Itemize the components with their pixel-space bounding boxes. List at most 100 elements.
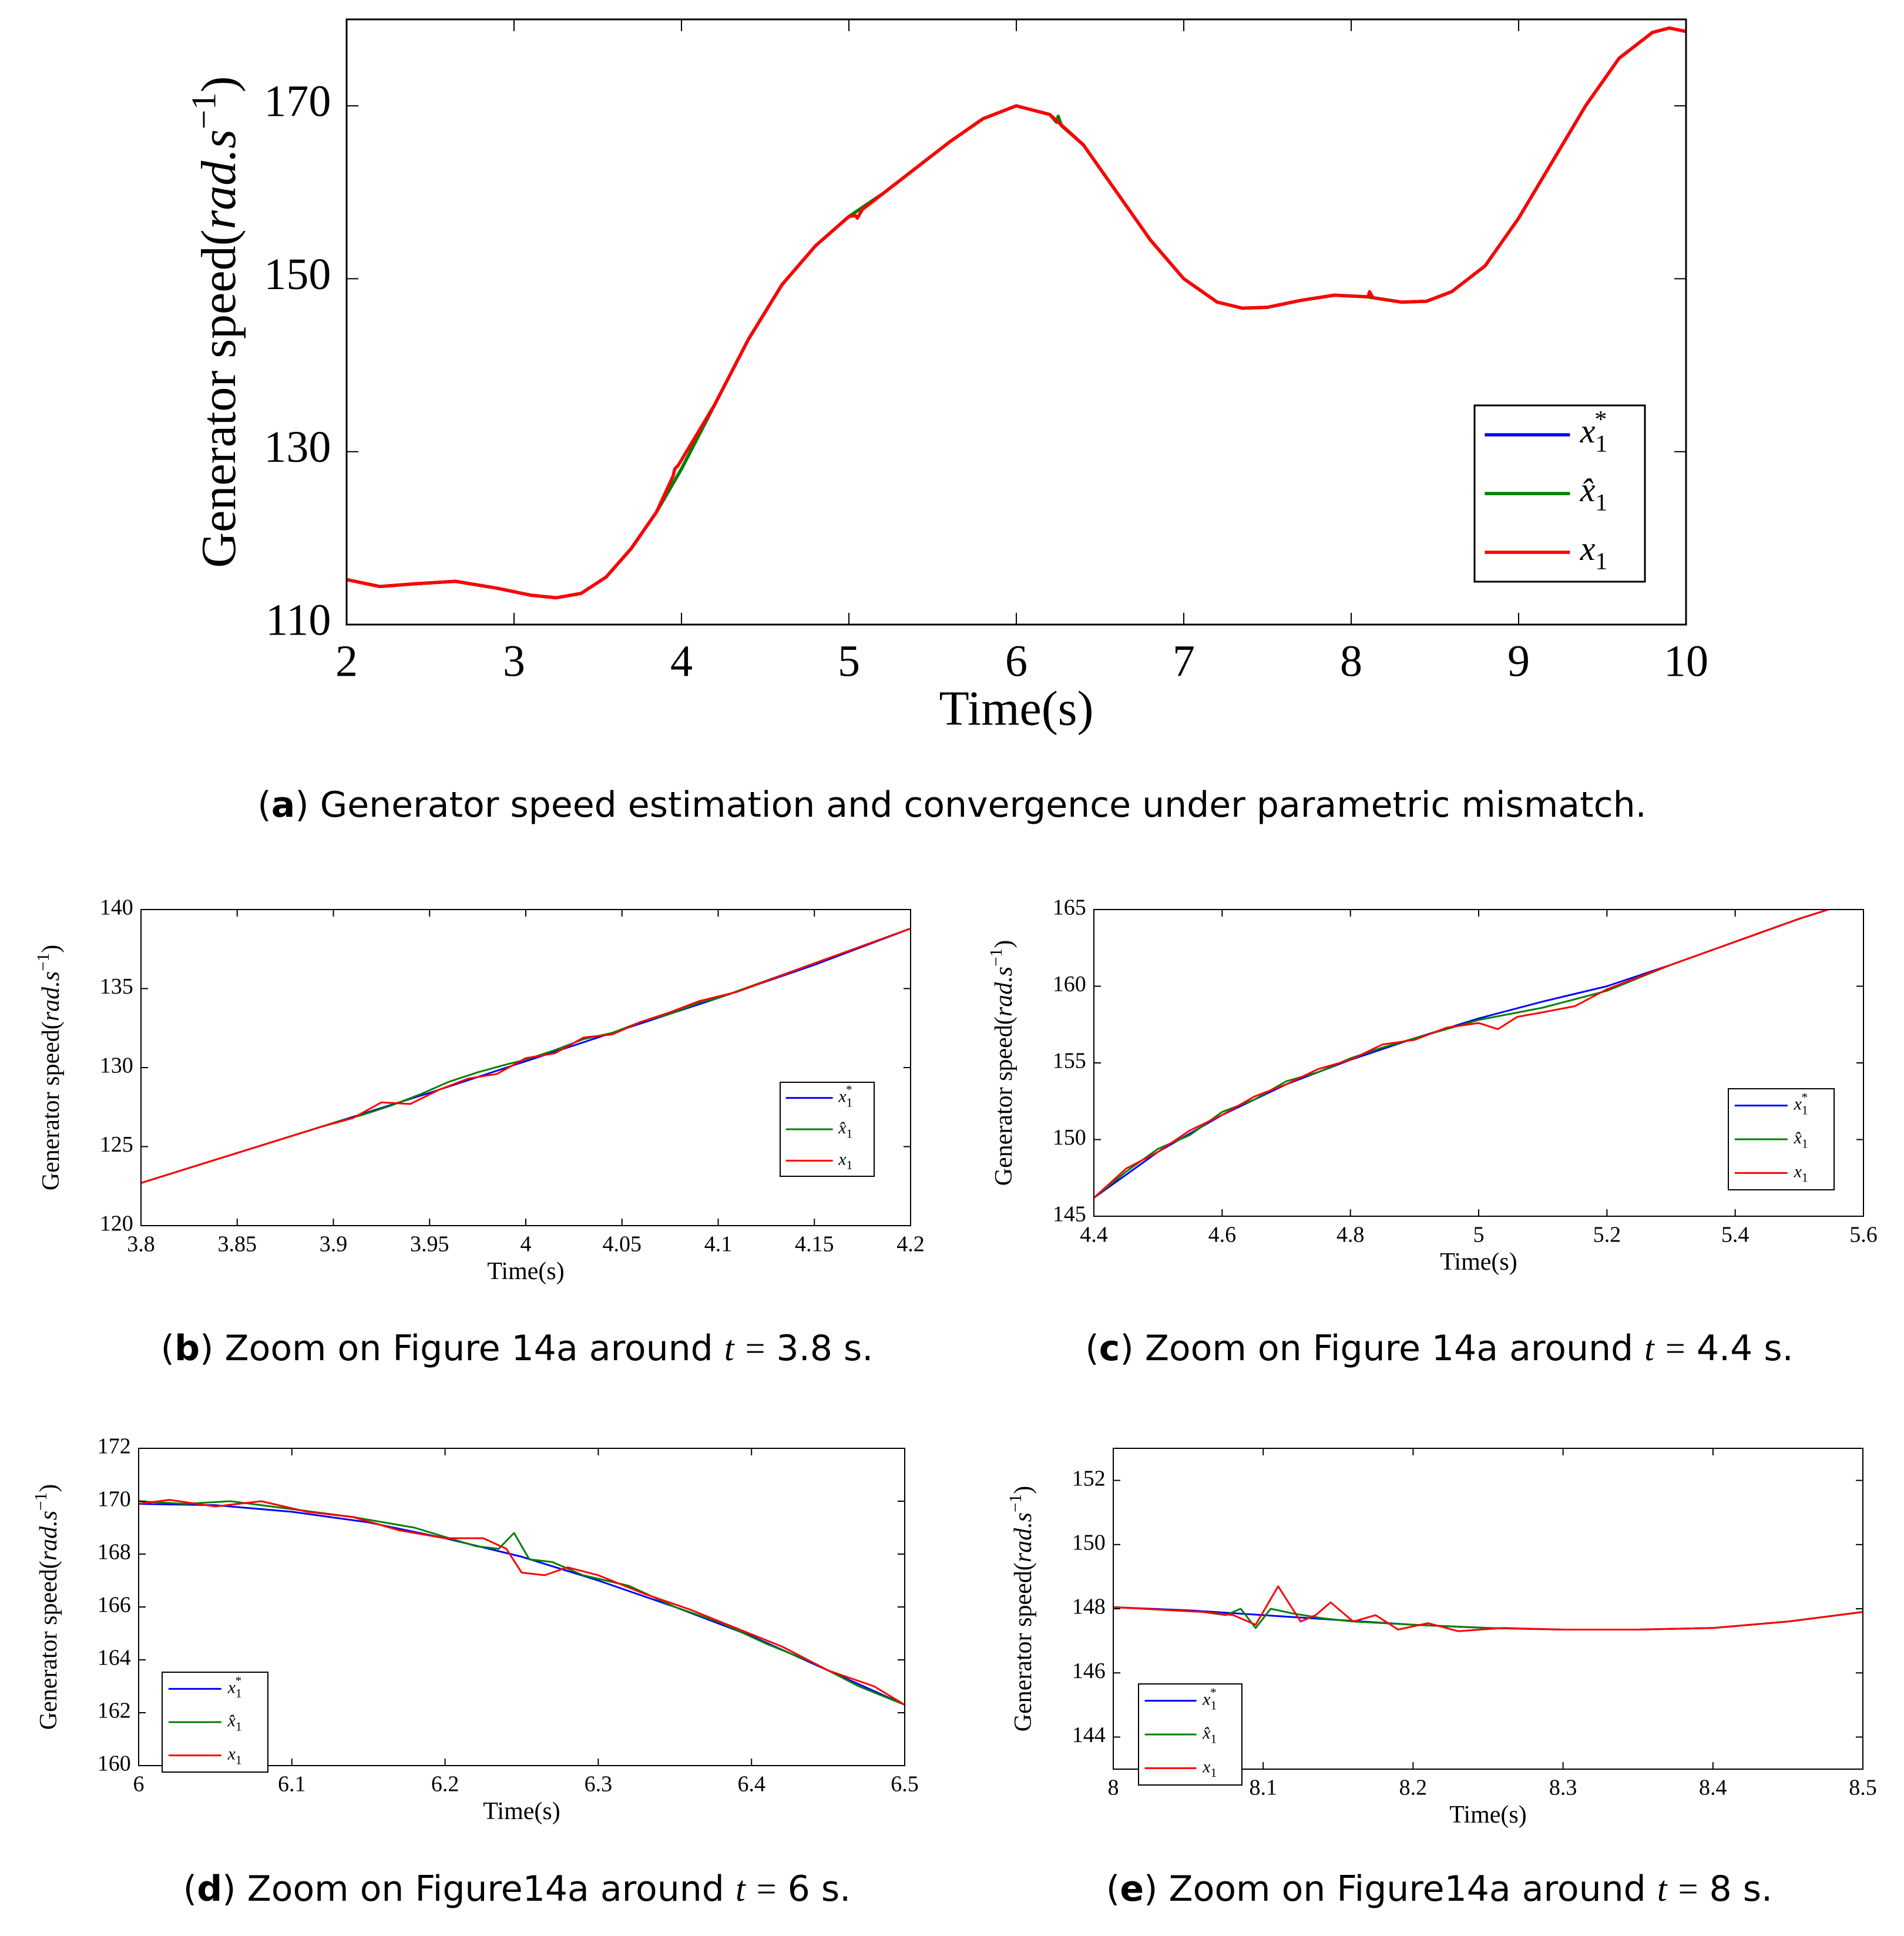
y-tick-label: 150 [1072,1531,1106,1555]
y-axis-label-close: ) [1010,1486,1037,1494]
plot-area [141,910,911,1226]
series-line-act [1094,910,1831,1199]
legend-subscript: 1 [1210,1732,1217,1746]
x-tick-label: 6 [133,1772,145,1797]
legend-subscript: 1 [1210,1698,1217,1712]
legend: x1*x̂1x1 [162,1672,268,1773]
y-tick-label: 135 [100,974,133,999]
legend-label-est: x̂1 [227,1711,242,1734]
x-tick-label: 4.2 [896,1232,925,1257]
legend-superscript: * [1594,405,1607,432]
caption-b-value: 3.8 s. [776,1328,874,1369]
x-tick-label: 5 [1473,1223,1485,1247]
legend-var: x [1202,1690,1211,1709]
y-axis-label: Generator speed(rad.s−1) [1006,1486,1037,1732]
x-tick-label: 6.5 [891,1772,919,1797]
legend-superscript: * [235,1673,241,1687]
legend-subscript: 1 [1596,548,1608,575]
caption-a: (a) Generator speed estimation and conve… [257,784,1647,826]
legend-var: x [838,1149,847,1169]
y-tick-label: 145 [1053,1202,1086,1227]
y-axis-label: Generator speed(rad.s−1) [34,945,65,1191]
legend: x1*x̂1x1 [780,1082,875,1177]
x-axis-label: Time(s) [487,1258,564,1285]
chart-panel-b: 3.8 3.85 3.9 3.95 4 4.05 4.1 4.15 4.2 120 125 130 13… [34,895,925,1285]
y-tick-label: 166 [98,1593,131,1618]
y-tick-label: 150 [1053,1125,1086,1150]
caption-d-var: t [735,1870,746,1908]
caption-d-text: Zoom on Figure14a around [247,1868,724,1910]
x-tick-label: 4.4 [1080,1223,1108,1247]
y-tick-label: 130 [100,1053,133,1078]
y-axis-label-text: Generator speed( [1010,1562,1037,1732]
legend-subscript: 1 [1596,489,1608,516]
y-tick-label: 165 [1053,895,1086,920]
x-tick-label: 2 [335,636,358,686]
y-axis-label-unit: rad.s [35,1511,62,1561]
y-tick-label: 155 [1053,1049,1086,1073]
legend-label-ref: x1* [1794,1091,1808,1118]
legend-var: x [1202,1757,1211,1776]
legend-label-est: x̂1 [1202,1723,1217,1746]
y-tick-label: 160 [1053,972,1086,996]
x-tick-label: 3.9 [320,1232,348,1257]
x-tick-label: 7 [1173,636,1195,686]
x-tick-label: 8 [1108,1776,1119,1800]
y-tick-label: 130 [264,422,331,472]
y-axis-label-exponent: −1 [1006,1494,1025,1512]
legend-subscript: 1 [847,1095,853,1109]
caption-c-op: = [1665,1329,1685,1368]
y-axis-label: Generator speed(rad.s−1) [987,940,1018,1186]
legend-label-ref: x1* [1202,1686,1217,1713]
y-tick-label: 160 [98,1752,131,1776]
x-axis-label: Time(s) [939,681,1094,736]
x-tick-label: 8.1 [1249,1776,1277,1800]
legend-var: x̂ [227,1711,236,1730]
x-tick-label: 10 [1664,636,1708,686]
x-tick-label: 8.2 [1399,1776,1428,1800]
legend-var: x̂ [838,1118,847,1138]
legend-var: x [1580,529,1596,568]
legend-subscript: 1 [236,1720,242,1734]
legend-superscript: * [1801,1091,1808,1105]
chart-panel-d: 6 6.1 6.2 6.3 6.4 6.5 160 162 164 166 168 170 172 Tim… [32,1434,919,1825]
legend-superscript: * [846,1083,852,1097]
legend-var: x [1794,1095,1802,1114]
y-tick-label: 110 [266,595,331,645]
y-axis-label-text: Generator speed( [990,1016,1018,1186]
caption-b-text: Zoom on Figure 14a around [224,1328,713,1369]
x-tick-label: 3.85 [218,1232,257,1257]
x-tick-label: 5.6 [1849,1223,1878,1247]
x-tick-label: 8.5 [1849,1776,1877,1800]
series-line-act [139,1499,905,1706]
y-axis-label-exponent: −1 [987,948,1006,967]
legend-label-est: x̂1 [1794,1128,1808,1151]
caption-a-text: Generator speed estimation and convergen… [320,784,1647,826]
legend: x1* x̂1 x1 [1728,1088,1835,1190]
caption-c-var: t [1644,1329,1654,1368]
legend: x1*x̂1x1 [1473,404,1646,583]
x-tick-label: 5.4 [1721,1223,1749,1247]
series-line-act [1113,1585,1863,1632]
y-axis-label-unit: rad.s [990,967,1018,1016]
y-axis-label-close: ) [38,945,65,953]
x-tick-label: 6.4 [737,1772,765,1797]
legend-label-act: x1 [227,1744,242,1767]
y-axis-label-exponent: −1 [184,93,223,130]
legend-subscript: 1 [236,1686,242,1700]
x-axis-label: Time(s) [1440,1249,1517,1276]
legend-var: x̂ [1580,471,1596,509]
plot-area [347,19,1686,625]
legend-label-est: x̂1 [1580,471,1608,516]
legend-subscript: 1 [236,1753,242,1767]
series-line-est [141,927,911,1184]
x-tick-label: 4.15 [795,1232,834,1257]
y-tick-label: 170 [98,1487,131,1512]
legend-subscript: 1 [1210,1766,1217,1780]
x-tick-label: 6.3 [585,1772,613,1797]
caption-c-text: Zoom on Figure 14a around [1144,1328,1634,1369]
legend-label-act: x1 [1794,1162,1808,1185]
caption-c-value: 4.4 s. [1696,1328,1794,1369]
